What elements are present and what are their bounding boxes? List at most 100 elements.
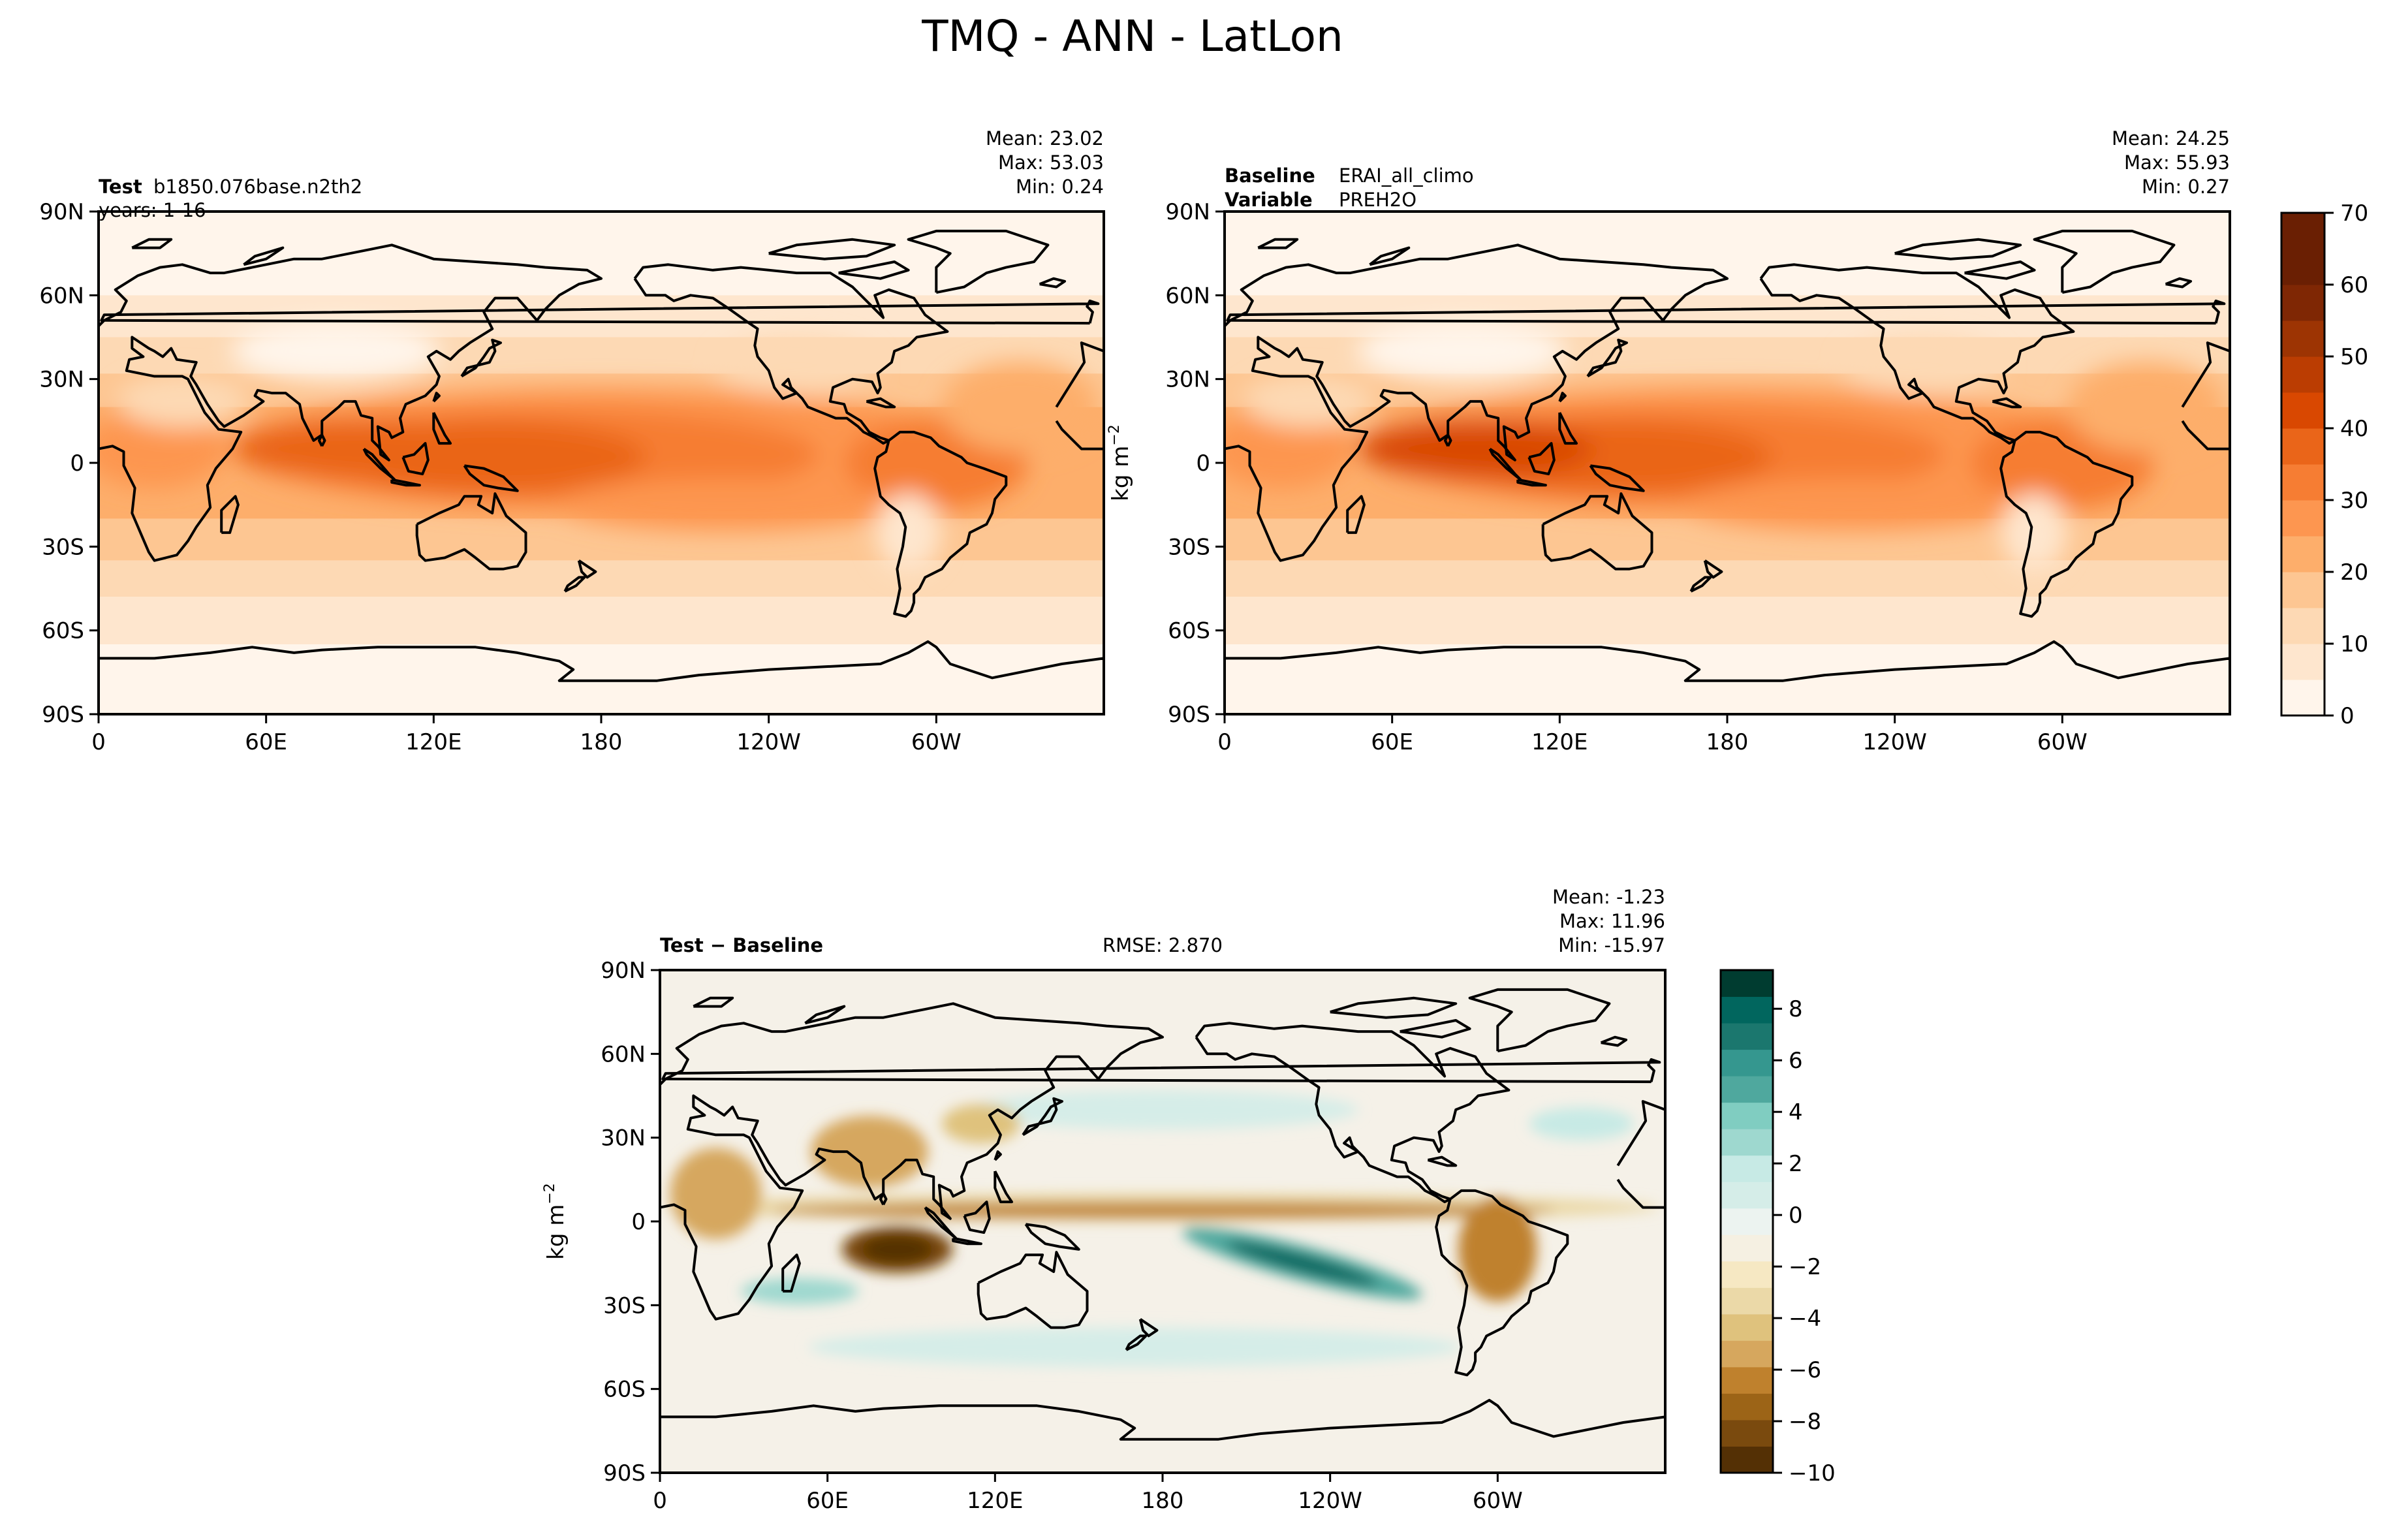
field-band — [99, 560, 1104, 597]
lon-axis: 0 60E 120E 180 120W 60W — [653, 1473, 1523, 1514]
colorbar-tick-label: 0 — [2340, 703, 2355, 729]
lon-tick-label: 0 — [1217, 729, 1232, 755]
coastline-madagascar — [781, 1253, 801, 1293]
coastline-arctic1 — [768, 238, 896, 260]
lon-tick-label: 60E — [245, 729, 287, 755]
lon-tick-label: 120W — [736, 729, 801, 755]
coastline-greenland — [1468, 988, 1611, 1053]
coastline-madagascar — [220, 495, 240, 534]
africa-moisture — [99, 409, 227, 488]
colorbar-tick-label: −10 — [1789, 1460, 1836, 1486]
lon-tick-label: 0 — [91, 729, 106, 755]
colorbar-tick-label: 6 — [1789, 1048, 1803, 1074]
coastline-taiwan — [432, 392, 441, 403]
coastline-nz2 — [1125, 1334, 1148, 1351]
india-dry — [810, 1116, 928, 1188]
colorbar-swatch — [1721, 1313, 1773, 1341]
lon-tick-label: 60E — [806, 1488, 849, 1514]
coastline-southAmerica — [873, 430, 1008, 618]
coastline-iceland — [1039, 277, 1067, 289]
colorbar-tick-label: 2 — [1789, 1151, 1803, 1177]
coastline-arctic1 — [1330, 996, 1458, 1019]
coastline-cuba — [866, 397, 896, 409]
colorbar-swatch — [1721, 1366, 1773, 1394]
colorbar-swatch — [1721, 1102, 1773, 1129]
atlantic-moisture — [2067, 361, 2225, 453]
panel-label2-value: years: 1-16 — [99, 199, 206, 221]
panel-label2-key: Variable — [1225, 189, 1313, 211]
stat-mean: Mean: 24.25 — [2112, 127, 2230, 149]
colorbar-swatch — [2281, 608, 2325, 644]
stat-max: Max: 55.93 — [2124, 151, 2230, 174]
coastlines — [1225, 229, 2230, 714]
coastline-borneo — [401, 442, 430, 476]
coastline-svalbard — [1257, 238, 1299, 249]
indian-ocean-core — [1358, 419, 1593, 479]
colorbar-tick-label: −8 — [1789, 1409, 1821, 1435]
colorbar-tick-label: 50 — [2340, 344, 2368, 370]
lon-tick-label: 180 — [1706, 729, 1749, 755]
colorbar-swatch — [2281, 644, 2325, 680]
sahara-dry — [1243, 375, 1374, 428]
lat-tick-label: 90S — [603, 1460, 646, 1486]
colorbar-swatch — [1721, 1261, 1773, 1288]
lon-axis: 0 60E 120E 180 120W 60W — [1217, 714, 2088, 755]
colorbar-tick-label: 40 — [2340, 416, 2368, 442]
colorbar-swatch — [1721, 1446, 1773, 1473]
panel-label-key: Baseline — [1225, 165, 1315, 187]
panel-label-key: Test − Baseline — [660, 934, 823, 956]
stat-max: Max: 53.03 — [998, 151, 1104, 174]
coastline-nz1 — [1138, 1318, 1159, 1338]
lon-tick-label: 0 — [653, 1488, 667, 1514]
coastline-svalbard — [693, 996, 734, 1008]
lat-tick-label: 0 — [70, 450, 84, 477]
south-pacific-wet-core — [1226, 1241, 1378, 1286]
lon-tick-label: 60E — [1371, 729, 1413, 755]
coastline-newGuinea — [463, 464, 519, 492]
coastline-west-africa — [1055, 341, 1104, 450]
coastline-nz1 — [577, 559, 597, 579]
coastline-nz2 — [1689, 576, 1712, 593]
tibet-dry — [231, 321, 441, 381]
lat-tick-label: 0 — [631, 1209, 646, 1235]
stat-mean: Mean: 23.02 — [986, 127, 1104, 149]
coastline-svalbard — [131, 238, 173, 249]
lat-tick-label: 90S — [1168, 702, 1210, 728]
coastline-newGuinea — [1024, 1223, 1080, 1251]
coastline-antarctica — [99, 640, 1104, 714]
coastline-southAmerica — [1435, 1189, 1569, 1377]
indian-dry-core — [861, 1234, 933, 1264]
andes-dry — [2001, 493, 2067, 572]
lon-tick-label: 60W — [1473, 1488, 1523, 1514]
lon-tick-label: 120W — [1298, 1488, 1362, 1514]
lat-tick-label: 90N — [39, 199, 84, 225]
test-map-panel: 90N 60N 30N 0 30S 60S 90S 0 60E 120E 180 120W 60W T… — [39, 127, 1105, 755]
coastline-java — [952, 1236, 982, 1246]
colorbar-tick-label: 10 — [2340, 631, 2368, 657]
lat-tick-label: 0 — [1196, 450, 1210, 477]
coastline-antarctica — [1225, 640, 2230, 714]
y-axis-label: kg m−2 — [542, 1183, 569, 1260]
coastline-srilanka — [879, 1192, 888, 1206]
colorbar-absolute: 0 10 20 30 40 50 60 70 — [2280, 200, 2368, 729]
colorbar-tick-label: 0 — [1789, 1202, 1803, 1229]
difference-field — [660, 970, 1665, 1473]
colorbar-swatch — [2281, 428, 2325, 465]
coastline-taiwan — [994, 1150, 1002, 1161]
lat-tick-label: 30S — [603, 1293, 646, 1319]
coastline-britain — [100, 299, 1100, 325]
coastline-taiwan — [1558, 392, 1567, 403]
coastline-srilanka — [1443, 433, 1452, 447]
coastline-novaya — [243, 246, 285, 266]
lon-tick-label: 180 — [580, 729, 623, 755]
stat-min: Min: -15.97 — [1558, 934, 1665, 956]
difference-map-panel: 90N 60N 30N 0 30S 60S 90S 0 60E 120E 180 120W 60W T… — [542, 886, 1667, 1514]
coastline-northAmerica — [1195, 1022, 1511, 1204]
colorbar-swatch — [1721, 1287, 1773, 1315]
lat-axis: 90N 60N 30N 0 30S 60S 90S — [1165, 199, 1225, 728]
coastline-australia — [1541, 492, 1653, 571]
field-band — [1225, 212, 2230, 296]
stat-min: Min: 0.27 — [2142, 176, 2230, 198]
coastline-britain — [661, 1058, 1661, 1084]
